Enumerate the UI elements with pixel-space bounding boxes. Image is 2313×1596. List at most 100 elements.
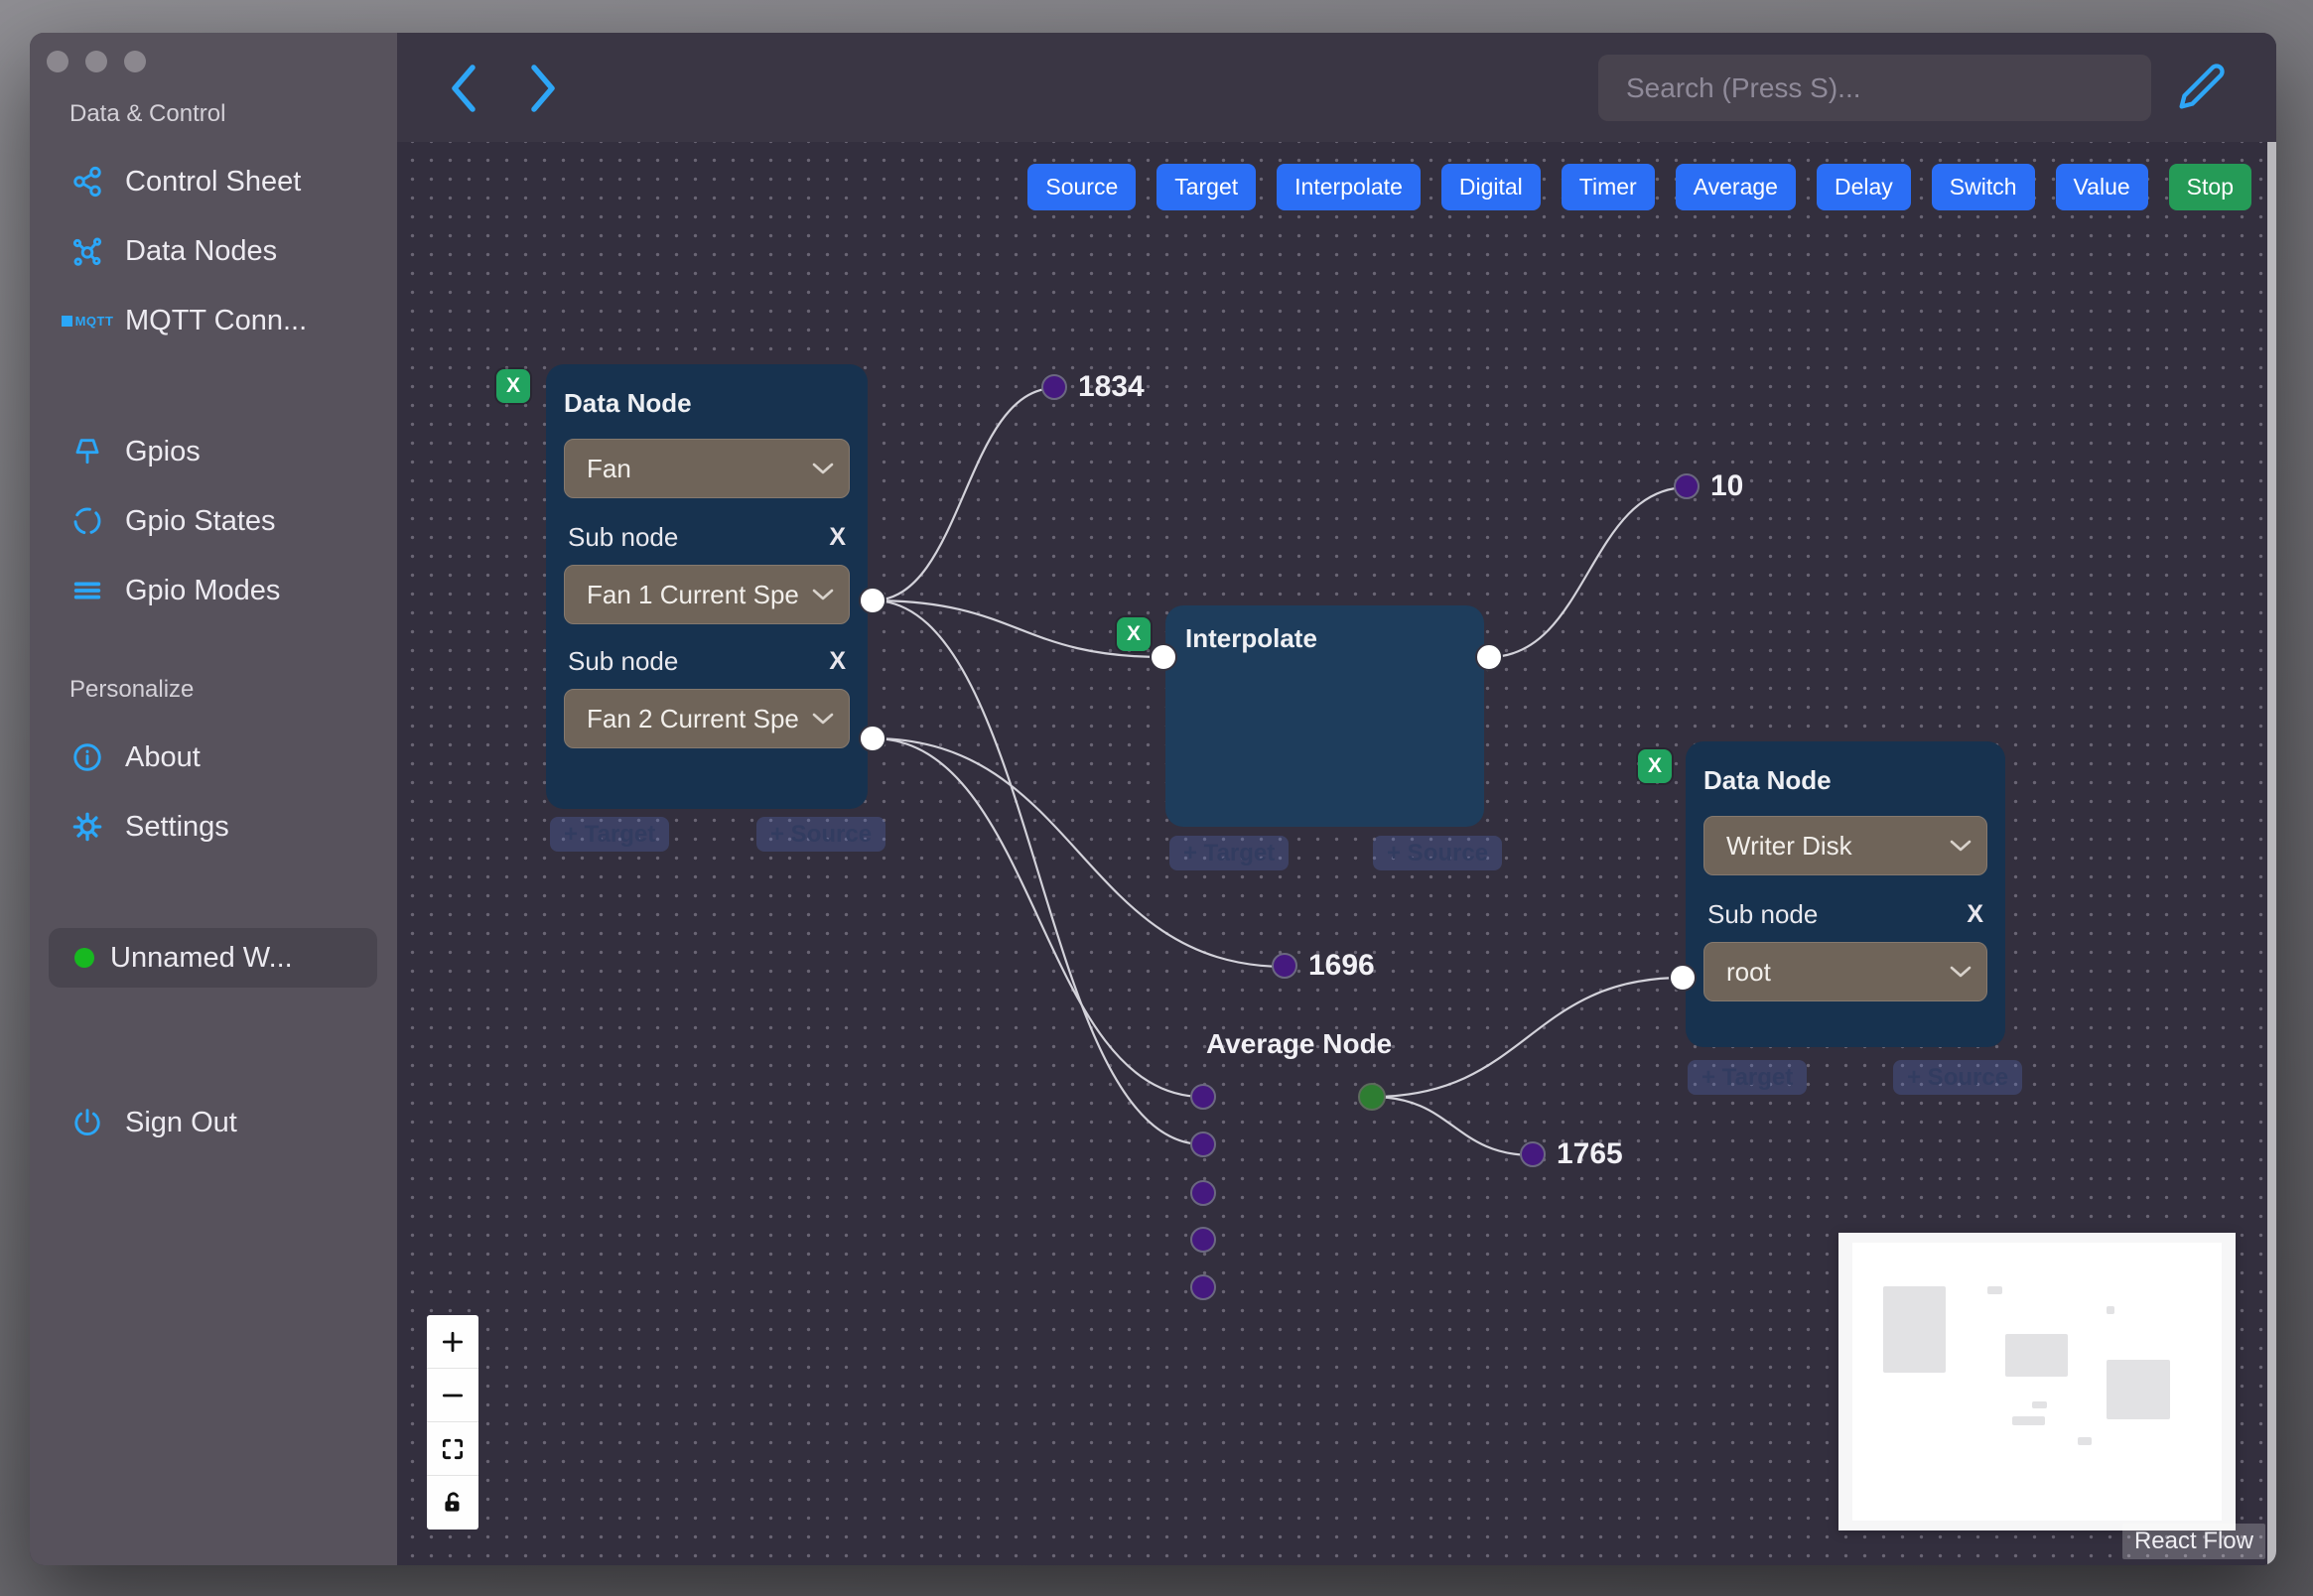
sidebar-item-data-nodes[interactable]: Data Nodes (69, 223, 277, 279)
zoom-window-icon[interactable] (124, 51, 146, 72)
add-source-node-button[interactable]: Source (1027, 164, 1137, 210)
interpolate-node[interactable]: Interpolate (1165, 605, 1484, 827)
value-label: 1765 (1557, 1137, 1623, 1170)
sidebar-item-label: MQTT Conn... (125, 304, 308, 336)
delete-node-button[interactable]: X (1638, 749, 1672, 783)
sidebar-item-label: Gpios (125, 435, 201, 467)
value-handle[interactable] (1272, 953, 1297, 979)
edge (872, 736, 1204, 1099)
workspace-label: Unnamed W... (110, 941, 293, 974)
source-handle[interactable] (859, 587, 886, 614)
edge (1488, 485, 1689, 659)
remove-subnode-button[interactable]: X (829, 647, 846, 675)
sidebar-item-label: Gpio States (125, 504, 276, 537)
window-controls (47, 51, 146, 72)
sidebar-item-about[interactable]: About (69, 730, 201, 785)
average-source-handle[interactable] (1358, 1083, 1386, 1111)
sidebar-item-label: Settings (125, 810, 229, 843)
edge (872, 386, 1056, 602)
value-handle[interactable] (1520, 1141, 1546, 1167)
add-target-pill[interactable]: + Target (1169, 836, 1290, 870)
sidebar-item-workspace[interactable]: Unnamed W... (49, 928, 377, 988)
pencil-icon[interactable] (2176, 61, 2228, 112)
subnode-select[interactable]: root (1703, 942, 1987, 1001)
add-interpolate-node-button[interactable]: Interpolate (1277, 164, 1421, 210)
sidebar-item-gpios[interactable]: Gpios (69, 424, 201, 479)
add-source-pill[interactable]: + Source (1373, 836, 1503, 870)
value-handle[interactable] (1041, 374, 1067, 400)
add-source-pill[interactable]: + Source (756, 817, 886, 852)
chevron-down-icon (1950, 840, 1972, 852)
zoom-out-button[interactable] (427, 1369, 478, 1422)
chevron-right-icon[interactable] (520, 61, 564, 116)
add-delay-node-button[interactable]: Delay (1816, 164, 1911, 210)
average-node-title: Average Node (1206, 1028, 1393, 1059)
node-type-select[interactable]: Writer Disk (1703, 816, 1987, 875)
sidebar-item-mqtt[interactable]: MQTT MQTT Conn... (61, 293, 308, 348)
add-switch-node-button[interactable]: Switch (1931, 164, 2035, 210)
power-icon (69, 1105, 105, 1140)
average-target-handle[interactable] (1190, 1084, 1216, 1110)
add-digital-node-button[interactable]: Digital (1440, 164, 1541, 210)
value-label: 1696 (1308, 949, 1375, 982)
chevron-down-icon (812, 463, 834, 474)
lines-icon (69, 573, 105, 608)
source-handle[interactable] (859, 725, 886, 752)
sidebar-item-label: Gpio Modes (125, 574, 281, 606)
add-target-pill[interactable]: + Target (550, 817, 670, 852)
chevron-left-icon[interactable] (443, 61, 486, 116)
flow-canvas[interactable]: Source Target Interpolate Digital Timer … (397, 142, 2276, 1565)
add-timer-node-button[interactable]: Timer (1561, 164, 1655, 210)
add-value-node-button[interactable]: Value (2055, 164, 2148, 210)
fit-view-button[interactable] (427, 1422, 478, 1476)
add-average-node-button[interactable]: Average (1675, 164, 1796, 210)
vertical-scrollbar[interactable] (2267, 142, 2276, 1565)
average-target-handle[interactable] (1190, 1274, 1216, 1300)
subnode-select[interactable]: Fan 1 Current Spe (564, 565, 850, 624)
minimap[interactable] (1838, 1233, 2236, 1530)
delete-node-button[interactable]: X (1117, 617, 1151, 651)
delete-node-button[interactable]: X (496, 369, 530, 403)
add-source-pill[interactable]: + Source (1893, 1060, 2023, 1095)
sidebar-item-gpio-modes[interactable]: Gpio Modes (69, 563, 280, 618)
close-window-icon[interactable] (47, 51, 68, 72)
workspace-status-dot (74, 948, 94, 968)
edge (1371, 1095, 1535, 1157)
select-value: Fan 1 Current Spe (587, 579, 799, 609)
sidebar-item-settings[interactable]: Settings (69, 799, 229, 855)
react-flow-attribution[interactable]: React Flow (2121, 1524, 2265, 1559)
lock-button[interactable] (427, 1476, 478, 1530)
subnode-label: Sub node (1707, 899, 1819, 929)
target-handle[interactable] (1669, 964, 1697, 992)
average-target-handle[interactable] (1190, 1180, 1216, 1206)
source-handle[interactable] (1475, 643, 1503, 671)
subnode-select[interactable]: Fan 2 Current Spe (564, 689, 850, 748)
mqtt-icon: MQTT (61, 303, 113, 338)
stop-button[interactable]: Stop (2168, 164, 2251, 210)
zoom-in-button[interactable] (427, 1315, 478, 1369)
average-target-handle[interactable] (1190, 1131, 1216, 1157)
average-target-handle[interactable] (1190, 1227, 1216, 1253)
minimap-node (2032, 1401, 2047, 1408)
remove-subnode-button[interactable]: X (829, 523, 846, 551)
value-handle[interactable] (1674, 473, 1700, 499)
sidebar-item-gpio-states[interactable]: Gpio States (69, 493, 276, 549)
add-target-pill[interactable]: + Target (1688, 1060, 1808, 1095)
node-type-select[interactable]: Fan (564, 439, 850, 498)
data-node-fan[interactable]: Data Node Fan Sub node X Fan 1 Current S… (546, 364, 868, 809)
chevron-down-icon (1950, 966, 1972, 978)
remove-subnode-button[interactable]: X (1967, 900, 1983, 928)
sidebar-item-signout[interactable]: Sign Out (69, 1095, 237, 1150)
search-input[interactable] (1598, 55, 2151, 121)
select-value: root (1726, 956, 1771, 987)
target-handle[interactable] (1150, 643, 1177, 671)
add-target-node-button[interactable]: Target (1156, 164, 1257, 210)
minimap-node (2005, 1334, 2068, 1377)
minimize-window-icon[interactable] (85, 51, 107, 72)
workflow-icon (69, 164, 105, 200)
sidebar-item-control-sheet[interactable]: Control Sheet (69, 154, 301, 209)
data-node-writer-disk[interactable]: Data Node Writer Disk Sub node X root (1686, 741, 2005, 1047)
minus-icon (442, 1394, 464, 1396)
select-value: Fan (587, 453, 631, 483)
